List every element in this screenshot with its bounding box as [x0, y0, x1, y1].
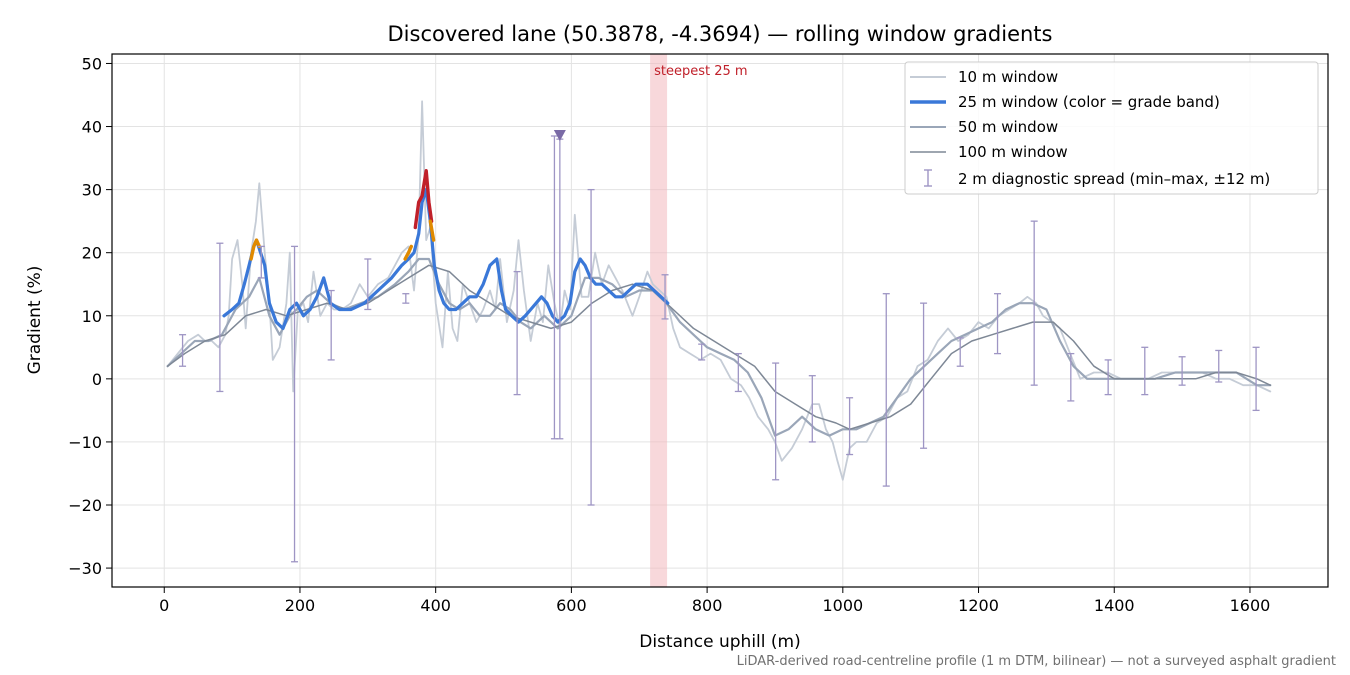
error-bar [1178, 356, 1186, 386]
legend-label-50m: 50 m window [958, 118, 1058, 136]
grade-segment-orange [403, 244, 413, 261]
y-tick-label: 50 [82, 54, 102, 73]
x-tick-label: 0 [159, 596, 169, 615]
error-bar [994, 293, 1002, 355]
x-axis-label: Distance uphill (m) [639, 632, 800, 652]
y-tick-label: −20 [68, 496, 102, 515]
x-tick-label: 1400 [1094, 596, 1135, 615]
error-bar [1215, 349, 1223, 383]
y-tick-label: −30 [68, 559, 102, 578]
legend-label-25m: 25 m window (color = grade band) [958, 93, 1220, 111]
legend: 10 m window 25 m window (color = grade b… [904, 61, 1319, 195]
error-bar [179, 334, 187, 367]
x-axis-ticks: 0 200 400 600 800 1000 1200 1400 1600 [159, 587, 1270, 615]
legend-label-100m: 100 m window [958, 143, 1068, 161]
y-tick-label: 40 [82, 118, 102, 137]
x-tick-label: 400 [420, 596, 451, 615]
error-bar [1141, 346, 1149, 396]
chart-title: Discovered lane (50.3878, -4.3694) — rol… [388, 22, 1053, 46]
y-axis-ticks: −30 −20 −10 0 10 20 30 40 50 [68, 54, 112, 578]
legend-swatch-errorbar [924, 169, 932, 187]
grade-segment-orange [428, 219, 436, 242]
error-bar [513, 270, 521, 396]
legend-label-10m: 10 m window [958, 68, 1058, 86]
legend-label-errorbar: 2 m diagnostic spread (min–max, ±12 m) [958, 170, 1270, 188]
error-bar [661, 274, 669, 320]
steepest-band [650, 54, 668, 587]
errorbar-layer [179, 135, 1260, 563]
x-tick-label: 1000 [822, 596, 863, 615]
series-line-w50 [166, 257, 1272, 437]
error-bar [772, 362, 780, 481]
error-bar [956, 337, 964, 367]
error-bar [291, 245, 299, 563]
y-tick-label: 10 [82, 307, 102, 326]
error-bar [1252, 346, 1260, 412]
error-bar [920, 302, 928, 449]
error-bar [364, 258, 372, 311]
error-bar [1030, 220, 1038, 386]
error-bar [882, 293, 890, 487]
series-line-w25 [222, 188, 670, 330]
grade-segment-red [413, 168, 434, 230]
legend-box [904, 61, 1319, 195]
peak-marker [553, 130, 566, 141]
series-layer [166, 100, 1272, 481]
x-tick-label: 600 [556, 596, 587, 615]
x-tick-label: 800 [692, 596, 723, 615]
series-line-w10 [166, 100, 1272, 481]
error-bar [846, 397, 854, 456]
error-bar [734, 352, 742, 393]
error-bar [556, 138, 564, 440]
y-tick-label: 30 [82, 181, 102, 200]
y-tick-label: 0 [92, 370, 102, 389]
y-axis-label: Gradient (%) [25, 266, 45, 375]
error-bar [1067, 352, 1075, 402]
footnote: LiDAR-derived road-centreline profile (1… [737, 654, 1336, 669]
error-bar [587, 188, 595, 506]
y-tick-label: −10 [68, 433, 102, 452]
error-bar [1104, 359, 1112, 396]
error-bar [808, 375, 816, 443]
error-bar [698, 343, 706, 361]
error-bar [327, 289, 335, 361]
steepest-band-label: steepest 25 m [654, 64, 747, 79]
y-tick-label: 20 [82, 244, 102, 263]
plot-frame [111, 53, 1329, 588]
x-tick-label: 1200 [958, 596, 999, 615]
error-bar [257, 245, 265, 279]
error-bar [216, 242, 224, 393]
x-tick-label: 200 [285, 596, 316, 615]
grade-segment-orange [249, 238, 261, 261]
error-bar [402, 293, 410, 304]
x-tick-label: 1600 [1230, 596, 1271, 615]
